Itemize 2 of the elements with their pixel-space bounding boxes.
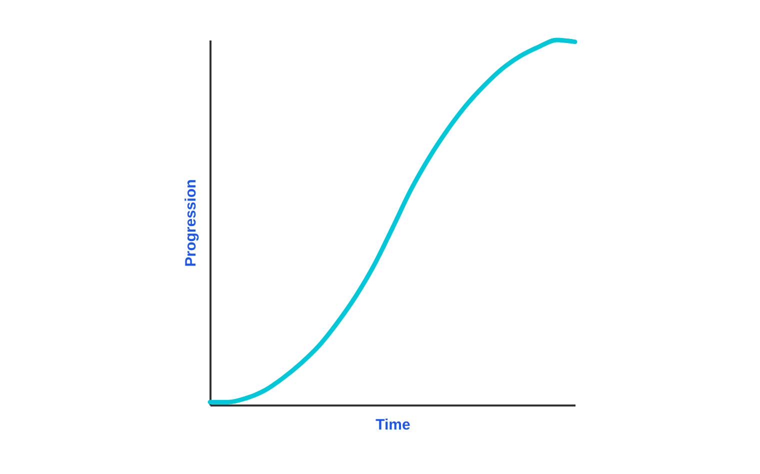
x-axis-title: Time: [376, 416, 410, 434]
y-axis-title: Progression: [182, 179, 200, 267]
